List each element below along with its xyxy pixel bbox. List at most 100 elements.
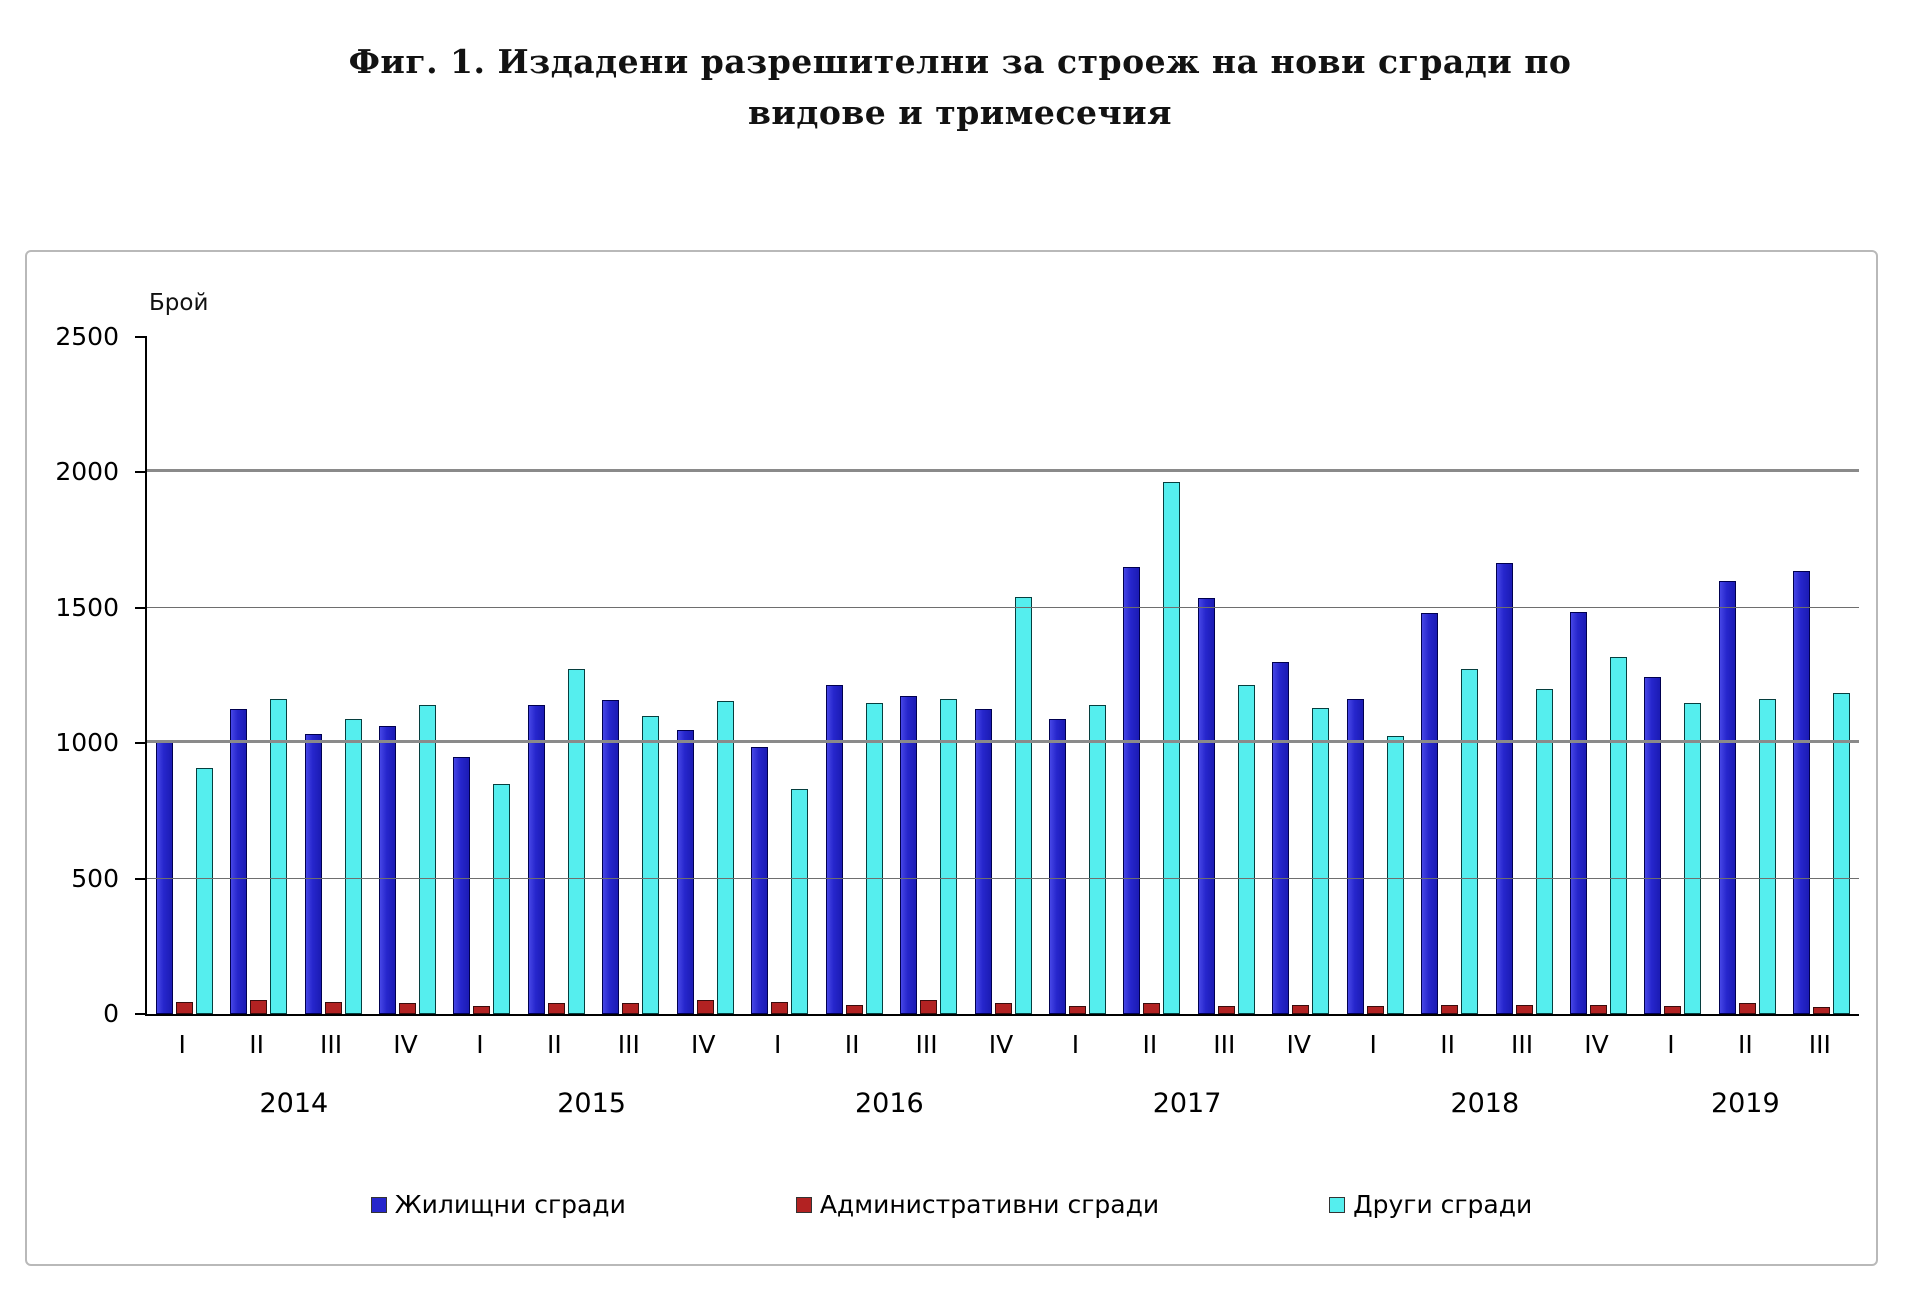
- y-tick-0: [135, 1013, 147, 1015]
- chart-title-line1: Фиг. 1. Издадени разрешителни за строеж …: [348, 42, 1572, 81]
- bar-2017-IV-series2: [1312, 708, 1330, 1014]
- bar-2016-III-series0: [900, 696, 918, 1014]
- chart-title-line2: видове и тримесечия: [747, 93, 1173, 133]
- bar-group-2019-III: [1785, 571, 1859, 1014]
- bar-group-2017-III: [1189, 598, 1263, 1014]
- bar-2015-IV-series1: [696, 1000, 714, 1014]
- y-tick-label-500: 500: [71, 863, 119, 893]
- bar-2017-IV-series0: [1272, 662, 1290, 1014]
- legend-item-administrative: Административни сгради: [795, 1190, 1159, 1219]
- year-axis-labels: 2014 2015 2016 2017 2018 2019: [145, 1088, 1857, 1119]
- gridline-500: [147, 877, 1859, 879]
- quarter-label-2016-IV: IV: [988, 1030, 1014, 1059]
- bar-group-2015-I: [445, 757, 519, 1014]
- bar-2018-III-series2: [1535, 689, 1553, 1014]
- bar-2019-III-series2: [1833, 693, 1851, 1014]
- bar-group-2014-II: [221, 699, 295, 1014]
- bar-group-2015-III: [594, 700, 668, 1014]
- y-tick-2500: [135, 336, 147, 338]
- other-swatch-icon: [1329, 1196, 1346, 1213]
- bar-2018-IV-series2: [1610, 657, 1628, 1014]
- legend-label-other: Други сгради: [1353, 1190, 1533, 1219]
- bar-2014-I-series2: [195, 768, 213, 1014]
- bar-group-2016-II: [817, 685, 891, 1014]
- y-axis-title: Брой: [149, 290, 209, 316]
- bar-2019-II-series0: [1718, 581, 1736, 1014]
- quarter-label-2016-I: I: [774, 1030, 782, 1059]
- chart-title: Фиг. 1. Издадени разрешителни за строеж …: [0, 36, 1920, 138]
- year-label-2018: 2018: [1450, 1088, 1520, 1119]
- year-label-2015: 2015: [557, 1088, 626, 1119]
- bar-2015-III-series0: [602, 700, 620, 1014]
- quarter-label-2019-III: III: [1808, 1030, 1831, 1059]
- bar-2016-IV-series1: [994, 1003, 1012, 1014]
- bar-2014-II-series0: [230, 709, 248, 1014]
- quarter-axis-labels: I II III IV I II III IV I II III IV I II III IV I II III IV…: [145, 1030, 1857, 1059]
- bar-2015-I-series0: [453, 757, 471, 1014]
- bar-2018-II-series1: [1441, 1005, 1459, 1014]
- bar-2019-I-series1: [1664, 1006, 1682, 1014]
- bar-group-2019-I: [1636, 677, 1710, 1014]
- quarter-label-2014-III: III: [320, 1030, 343, 1059]
- quarter-label-2018-I: I: [1369, 1030, 1377, 1059]
- gridline-2000: [147, 469, 1859, 473]
- administrative-swatch-icon: [795, 1196, 812, 1213]
- year-label-2017: 2017: [1152, 1088, 1222, 1119]
- quarter-label-2019-II: II: [1738, 1030, 1753, 1059]
- bar-2014-II-series2: [270, 699, 288, 1014]
- bar-2014-III-series0: [304, 734, 322, 1014]
- bar-2017-III-series2: [1237, 685, 1255, 1014]
- year-label-2014: 2014: [259, 1088, 329, 1119]
- bar-group-2016-I: [743, 747, 817, 1014]
- bar-group-2018-I: [1338, 699, 1412, 1014]
- gridline-1000: [147, 740, 1859, 744]
- bar-group-2015-II: [519, 669, 593, 1014]
- bar-2019-I-series0: [1644, 677, 1662, 1014]
- quarter-label-2015-I: I: [476, 1030, 484, 1059]
- bar-2016-II-series0: [825, 685, 843, 1014]
- y-tick-label-1000: 1000: [55, 728, 119, 758]
- y-tick-label-1500: 1500: [55, 592, 119, 622]
- bar-group-2016-IV: [966, 597, 1040, 1014]
- bar-2017-II-series2: [1163, 482, 1181, 1014]
- quarter-label-2015-III: III: [617, 1030, 640, 1059]
- quarter-label-2016-III: III: [915, 1030, 938, 1059]
- quarter-label-2014-I: I: [178, 1030, 186, 1059]
- bar-group-2017-II: [1115, 482, 1189, 1014]
- bar-2018-I-series2: [1386, 736, 1404, 1014]
- bar-2018-III-series0: [1495, 563, 1513, 1014]
- quarter-label-2015-II: II: [547, 1030, 562, 1059]
- bar-2016-II-series1: [845, 1005, 863, 1014]
- y-tick-label-2500: 2500: [55, 322, 119, 351]
- bar-2019-II-series2: [1758, 699, 1776, 1014]
- bar-group-2018-II: [1412, 613, 1486, 1014]
- legend-item-residential: Жилищни сгради: [370, 1190, 626, 1219]
- bar-2015-III-series1: [622, 1003, 640, 1014]
- quarter-label-2017-II: II: [1142, 1030, 1158, 1059]
- bar-2018-II-series0: [1421, 613, 1439, 1014]
- y-tick-1500: [135, 606, 147, 609]
- bar-2015-II-series1: [547, 1003, 565, 1014]
- chart-legend: Жилищни сгради Административни сгради Др…: [27, 1190, 1876, 1219]
- bar-group-2017-I: [1040, 705, 1114, 1014]
- y-tick-label-2000: 2000: [55, 457, 119, 487]
- quarter-label-2016-II: II: [844, 1030, 860, 1059]
- bar-2019-III-series0: [1793, 571, 1811, 1014]
- quarter-label-2017-III: III: [1213, 1030, 1236, 1059]
- quarter-label-2018-II: II: [1440, 1030, 1456, 1059]
- chart-frame: Брой 0 500 1000 1500 2000 2500 I II III IV I II III…: [25, 250, 1878, 1266]
- bar-2016-II-series2: [865, 703, 883, 1014]
- gridline-1500: [147, 606, 1859, 608]
- bar-2014-IV-series2: [419, 705, 437, 1014]
- bar-2017-I-series1: [1068, 1006, 1086, 1014]
- legend-label-residential: Жилищни сгради: [394, 1190, 626, 1219]
- bar-2015-II-series2: [567, 669, 585, 1014]
- y-tick-label-0: 0: [103, 999, 119, 1028]
- bar-2018-I-series0: [1346, 699, 1364, 1014]
- bar-group-2017-IV: [1264, 662, 1338, 1014]
- y-tick-2000: [135, 471, 147, 474]
- bar-group-2014-I: [147, 740, 221, 1014]
- residential-swatch-icon: [370, 1196, 387, 1213]
- bar-group-2018-III: [1487, 563, 1561, 1014]
- bar-2019-II-series1: [1738, 1003, 1756, 1014]
